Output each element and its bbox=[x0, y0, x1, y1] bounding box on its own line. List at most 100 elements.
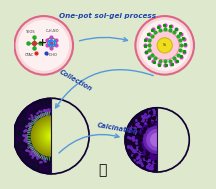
Circle shape bbox=[32, 117, 70, 155]
Circle shape bbox=[45, 129, 58, 143]
Circle shape bbox=[169, 125, 171, 128]
Circle shape bbox=[35, 119, 68, 153]
Circle shape bbox=[138, 119, 140, 121]
Circle shape bbox=[38, 123, 65, 149]
Circle shape bbox=[40, 125, 62, 147]
Circle shape bbox=[169, 163, 172, 166]
Circle shape bbox=[18, 20, 69, 71]
Circle shape bbox=[171, 119, 173, 122]
Text: Calcination: Calcination bbox=[96, 122, 138, 135]
Circle shape bbox=[140, 149, 143, 151]
Circle shape bbox=[163, 163, 165, 165]
Circle shape bbox=[131, 143, 133, 145]
Circle shape bbox=[145, 156, 147, 158]
Circle shape bbox=[132, 124, 135, 127]
Circle shape bbox=[141, 123, 143, 125]
Circle shape bbox=[162, 160, 165, 163]
Text: TEOS: TEOS bbox=[25, 29, 34, 33]
Text: +: + bbox=[38, 38, 47, 48]
Circle shape bbox=[133, 129, 135, 132]
Circle shape bbox=[155, 161, 157, 163]
Wedge shape bbox=[157, 107, 190, 173]
Circle shape bbox=[164, 158, 166, 161]
Circle shape bbox=[145, 158, 148, 160]
Circle shape bbox=[147, 121, 149, 124]
Circle shape bbox=[42, 127, 60, 145]
Circle shape bbox=[177, 125, 179, 127]
Circle shape bbox=[44, 129, 59, 144]
Circle shape bbox=[144, 126, 171, 153]
Circle shape bbox=[48, 133, 55, 139]
Circle shape bbox=[137, 133, 139, 135]
Circle shape bbox=[180, 146, 182, 148]
Text: 🔥: 🔥 bbox=[98, 163, 106, 177]
Circle shape bbox=[167, 121, 169, 123]
Circle shape bbox=[170, 148, 173, 150]
Circle shape bbox=[179, 127, 181, 129]
Circle shape bbox=[34, 119, 69, 154]
Circle shape bbox=[33, 118, 70, 154]
Circle shape bbox=[51, 135, 52, 137]
Circle shape bbox=[133, 155, 135, 158]
Circle shape bbox=[184, 145, 186, 147]
Circle shape bbox=[125, 108, 189, 172]
Circle shape bbox=[144, 128, 146, 130]
Circle shape bbox=[175, 155, 177, 157]
Circle shape bbox=[35, 120, 67, 152]
Circle shape bbox=[159, 116, 161, 118]
Circle shape bbox=[41, 126, 61, 146]
Circle shape bbox=[150, 31, 179, 60]
Circle shape bbox=[137, 129, 140, 131]
Circle shape bbox=[167, 162, 169, 164]
Circle shape bbox=[145, 162, 147, 165]
Text: $\rm S_i$: $\rm S_i$ bbox=[162, 42, 167, 49]
Circle shape bbox=[170, 145, 173, 148]
Circle shape bbox=[151, 133, 164, 146]
Circle shape bbox=[132, 130, 134, 133]
Circle shape bbox=[45, 130, 57, 142]
Circle shape bbox=[153, 117, 156, 119]
Circle shape bbox=[132, 132, 134, 135]
Text: $\rm C_6H_2NO$: $\rm C_6H_2NO$ bbox=[45, 28, 60, 35]
Circle shape bbox=[135, 16, 194, 75]
Text: HCHO: HCHO bbox=[47, 53, 58, 57]
Circle shape bbox=[132, 143, 134, 145]
Circle shape bbox=[40, 124, 63, 148]
Circle shape bbox=[47, 132, 56, 140]
Circle shape bbox=[147, 153, 149, 156]
Circle shape bbox=[169, 156, 171, 159]
Wedge shape bbox=[51, 98, 90, 175]
Circle shape bbox=[37, 122, 65, 150]
Circle shape bbox=[169, 124, 171, 126]
Circle shape bbox=[39, 124, 64, 149]
Circle shape bbox=[43, 128, 60, 144]
Text: One-pot sol-gel process: One-pot sol-gel process bbox=[59, 13, 157, 19]
Circle shape bbox=[178, 142, 181, 144]
Circle shape bbox=[139, 147, 141, 149]
Circle shape bbox=[133, 145, 135, 147]
Circle shape bbox=[167, 116, 169, 118]
Circle shape bbox=[143, 131, 145, 133]
Circle shape bbox=[165, 165, 167, 168]
Circle shape bbox=[131, 132, 133, 135]
Circle shape bbox=[31, 116, 71, 156]
Circle shape bbox=[177, 138, 179, 140]
Circle shape bbox=[139, 20, 190, 71]
Circle shape bbox=[148, 119, 151, 121]
Circle shape bbox=[162, 118, 164, 120]
Circle shape bbox=[140, 135, 143, 137]
Circle shape bbox=[161, 118, 163, 120]
Circle shape bbox=[14, 16, 73, 75]
Circle shape bbox=[136, 153, 138, 156]
Circle shape bbox=[165, 153, 168, 155]
Circle shape bbox=[49, 134, 54, 139]
Circle shape bbox=[158, 158, 160, 160]
Circle shape bbox=[46, 131, 56, 141]
Circle shape bbox=[13, 98, 89, 174]
Circle shape bbox=[36, 121, 66, 151]
Circle shape bbox=[140, 139, 142, 141]
Circle shape bbox=[175, 132, 177, 135]
Circle shape bbox=[147, 130, 167, 150]
Circle shape bbox=[141, 156, 143, 158]
Text: CTAC: CTAC bbox=[25, 53, 34, 57]
